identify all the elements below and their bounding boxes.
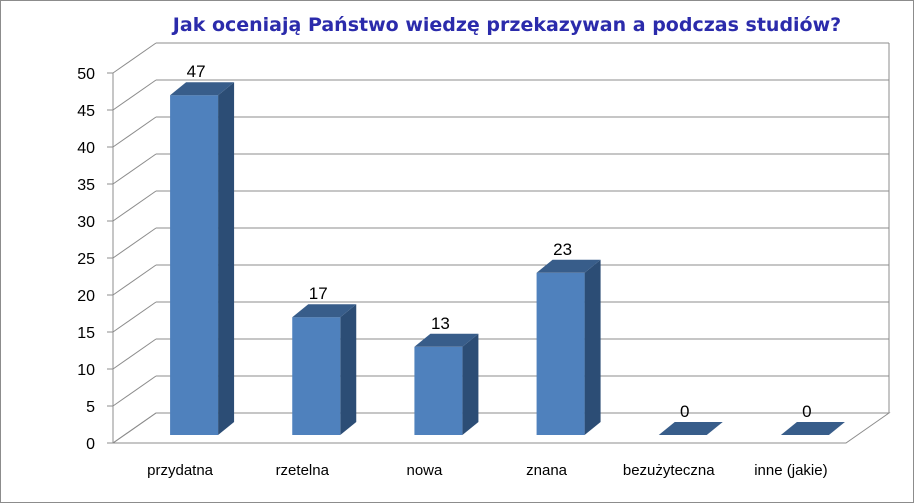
bar-front	[414, 346, 463, 435]
bar-top	[414, 333, 479, 347]
data-label: 0	[680, 402, 689, 421]
y-tick-label: 10	[77, 362, 95, 379]
chart-title: Jak oceniają Państwo wiedzę przekazywan …	[171, 14, 841, 36]
bar-side	[462, 333, 479, 435]
bar-side	[218, 82, 235, 435]
gridline-side	[112, 116, 157, 148]
bar	[414, 333, 479, 435]
gridline-side	[112, 190, 157, 222]
x-tick-label: rzetelna	[276, 462, 330, 479]
data-label: 47	[187, 62, 206, 81]
gridline-side	[112, 42, 157, 74]
bar-front	[292, 317, 341, 435]
bar-top	[292, 304, 357, 318]
bar-top	[780, 422, 845, 435]
bar-side	[340, 304, 357, 435]
y-tick-label: 45	[77, 103, 95, 120]
bar-front	[536, 272, 585, 435]
gridline-side	[112, 227, 157, 259]
y-tick-label: 15	[77, 325, 95, 342]
bar-front	[170, 95, 219, 435]
y-tick-label: 0	[86, 436, 95, 453]
data-label: 0	[802, 402, 811, 421]
y-tick-label: 25	[77, 251, 95, 268]
y-tick-label: 30	[77, 214, 95, 231]
bar-top	[536, 259, 601, 273]
bar-side	[584, 259, 601, 435]
y-tick-label: 50	[77, 66, 95, 83]
bar	[292, 304, 357, 435]
x-tick-label: nowa	[406, 462, 443, 479]
y-tick-label: 5	[86, 399, 95, 416]
y-tick-label: 35	[77, 177, 95, 194]
x-tick-label: bezużyteczna	[623, 462, 715, 479]
data-label: 23	[553, 240, 572, 259]
gridline-side	[112, 412, 157, 444]
gridline-side	[112, 301, 157, 333]
gridline-side	[112, 375, 157, 407]
x-tick-label: przydatna	[147, 462, 214, 479]
bar	[536, 259, 601, 435]
data-label: 17	[309, 284, 328, 303]
bar	[170, 82, 235, 435]
gridline-side	[112, 264, 157, 296]
bar	[780, 422, 845, 435]
bar-top	[170, 82, 235, 96]
gridline-side	[112, 79, 157, 111]
x-tick-label: znana	[526, 462, 568, 479]
y-tick-label: 40	[77, 140, 95, 157]
y-tick-label: 20	[77, 288, 95, 305]
x-tick-label: inne (jakie)	[754, 462, 827, 479]
gridline-side	[112, 338, 157, 370]
gridline-side	[112, 153, 157, 185]
data-label: 13	[431, 314, 450, 333]
bar	[658, 422, 723, 435]
bar-top	[658, 422, 723, 435]
